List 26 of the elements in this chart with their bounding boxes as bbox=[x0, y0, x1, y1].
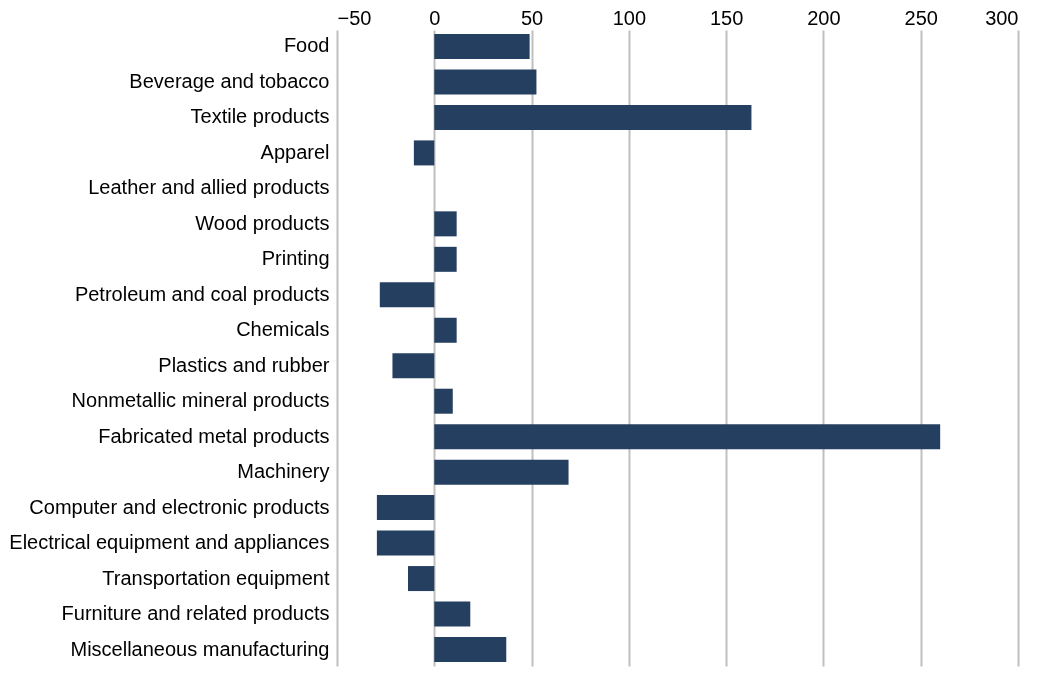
x-tick-label: 250 bbox=[904, 6, 938, 29]
y-tick-label: Wood products bbox=[195, 211, 330, 234]
y-tick-label: Plastics and rubber bbox=[158, 353, 330, 376]
y-tick-label: Computer and electronic products bbox=[29, 495, 330, 518]
y-tick-label: Apparel bbox=[260, 140, 330, 163]
y-tick-label: Leather and allied products bbox=[88, 176, 330, 199]
y-tick-label: Printing bbox=[261, 247, 330, 270]
y-tick-label: Food bbox=[283, 34, 330, 57]
y-tick-label: Chemicals bbox=[236, 318, 330, 341]
x-tick-label: 150 bbox=[709, 6, 744, 29]
x-tick-label: 50 bbox=[520, 6, 544, 29]
y-tick-label: Furniture and related products bbox=[61, 602, 330, 625]
x-tick-label: −50 bbox=[337, 6, 372, 29]
y-tick-label: Machinery bbox=[237, 460, 330, 483]
y-tick-label: Beverage and tobacco bbox=[129, 69, 330, 92]
y-tick-label: Petroleum and coal products bbox=[74, 282, 330, 305]
y-tick-label: Nonmetallic mineral products bbox=[71, 389, 330, 412]
y-tick-label: Miscellaneous manufacturing bbox=[70, 637, 330, 660]
y-tick-label: Transportation equipment bbox=[102, 566, 330, 589]
x-tick-label: 100 bbox=[612, 6, 647, 29]
x-tick-label: 200 bbox=[807, 6, 841, 29]
y-tick-label: Fabricated metal products bbox=[98, 424, 330, 447]
y-tick-label: Textile products bbox=[190, 105, 330, 128]
x-tick-label: 0 bbox=[429, 6, 441, 29]
x-tick-label: 300 bbox=[985, 6, 1019, 29]
y-tick-label: Electrical equipment and appliances bbox=[9, 531, 330, 554]
